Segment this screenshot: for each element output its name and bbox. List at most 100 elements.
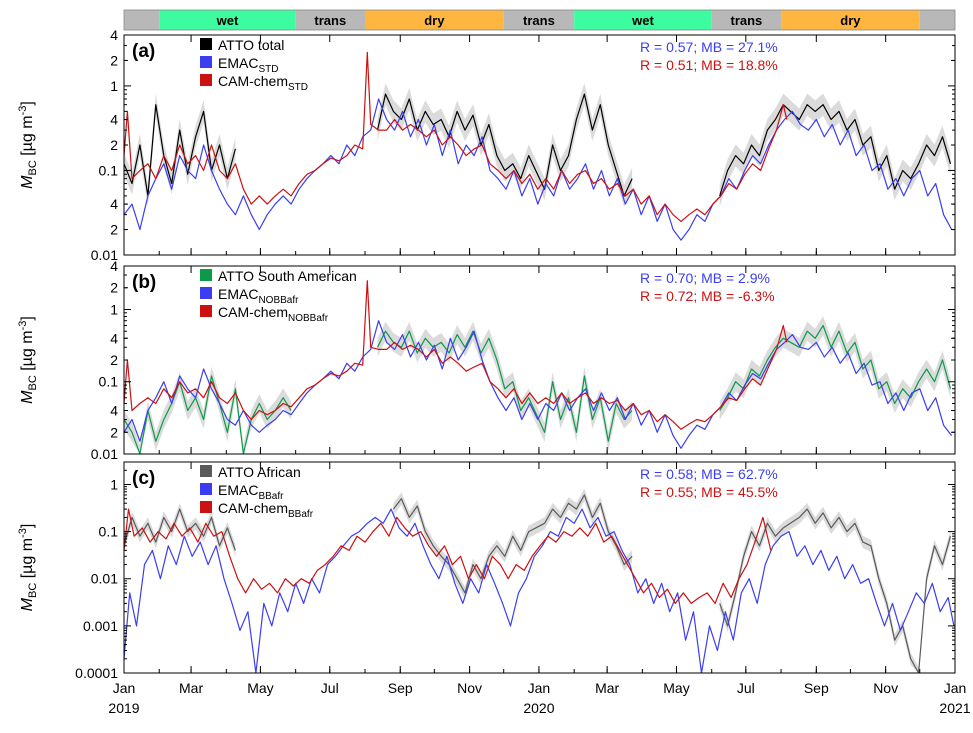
- panel-b: 0.01 2 4 0.1 2 4 1 2 4 MBC [µg m-3] (b) ATTO South …: [17, 258, 956, 462]
- uncertainty-band: [719, 503, 951, 673]
- series-line-obs: [392, 494, 633, 594]
- series-line-cam: [124, 280, 788, 430]
- legend-swatch-cam: [200, 74, 212, 86]
- legend-swatch-emac: [200, 287, 212, 299]
- y-tick-label: 2: [110, 280, 118, 296]
- plot-area: [124, 51, 953, 241]
- panel-frame: [123, 461, 956, 674]
- y-tick-label: 0.01: [91, 446, 118, 462]
- x-tick-label: Mar: [179, 680, 203, 696]
- season-bar: wet trans dry trans wet trans dry: [123, 9, 956, 31]
- x-year-label: 2021: [939, 700, 970, 716]
- y-tick-label: 4: [110, 196, 118, 212]
- uncertainty-band: [124, 366, 292, 454]
- series-line-cam: [124, 51, 788, 222]
- panel-label: (b): [132, 272, 156, 293]
- y-tick-label: 2: [110, 222, 118, 238]
- stat-text: R = 0.55; MB = 45.5%: [640, 484, 778, 500]
- x-tick-label: May: [663, 680, 689, 696]
- season-label: dry: [424, 13, 445, 28]
- panel-label: (a): [132, 41, 155, 62]
- uncertainty-band: [719, 316, 951, 420]
- stat-text: R = 0.51; MB = 18.8%: [640, 57, 778, 73]
- legend-label-emac: EMACSTD: [218, 55, 278, 75]
- x-tick-label: Jul: [321, 680, 339, 696]
- legend-label-obs: ATTO African: [218, 464, 301, 480]
- panel-a: 0.01 2 4 0.1 2 4 1 2 4 MBC [µg m-3] (a) ATTO total E…: [17, 27, 956, 263]
- legend-swatch-obs: [200, 269, 212, 281]
- season-segment: [159, 10, 296, 30]
- stat-text: R = 0.58; MB = 62.7%: [640, 466, 778, 482]
- legend-swatch-obs: [200, 38, 212, 50]
- uncertainty-band: [719, 93, 951, 207]
- panel-label: (c): [132, 468, 155, 489]
- x-tick-label: May: [247, 680, 273, 696]
- season-segment: [711, 10, 782, 30]
- y-tick-label: 2: [110, 424, 118, 440]
- x-tick-label: Nov: [873, 680, 898, 696]
- uncertainty-band: [124, 503, 236, 557]
- season-label: dry: [840, 13, 861, 28]
- season-segment: [781, 10, 920, 30]
- y-tick-label: 2: [110, 52, 118, 68]
- legend-label-cam: CAM-chemSTD: [218, 73, 308, 93]
- panel-c: 0.0001 0.001 0.01 0.1 1 MBC [µg m-3] (c) ATTO A…: [17, 461, 956, 681]
- series-line-emac: [124, 508, 955, 673]
- y-tick-label: 0.0001: [75, 665, 118, 681]
- y-tick-label: 0.1: [99, 162, 119, 178]
- y-tick-label: 4: [110, 330, 118, 346]
- y-tick-label: 4: [110, 112, 118, 128]
- x-year-label: 2019: [108, 700, 139, 716]
- series-line-obs: [124, 508, 236, 551]
- legend-label-obs: ATTO South American: [218, 268, 357, 284]
- uncertainty-band: [393, 488, 633, 600]
- y-tick-label: 2: [110, 352, 118, 368]
- y-tick-label: 0.001: [83, 618, 118, 634]
- stat-text: R = 0.57; MB = 27.1%: [640, 39, 778, 55]
- panels: 0.01 2 4 0.1 2 4 1 2 4 MBC [µg m-3] (a) ATTO total E…: [17, 27, 956, 681]
- series-line-obs: [719, 508, 952, 673]
- season-bar-frame: [123, 9, 956, 31]
- uncertainty-band: [377, 83, 633, 207]
- season-segment: [919, 10, 955, 30]
- series-line-emac: [124, 98, 953, 241]
- season-segment: [503, 10, 575, 30]
- season-label: trans: [523, 13, 555, 28]
- y-axis-label: MBC [µg m-3]: [17, 316, 39, 404]
- season-segment: [124, 10, 160, 30]
- x-tick-label: Sep: [388, 680, 413, 696]
- legend-swatch-obs: [200, 465, 212, 477]
- x-tick-label: Jul: [737, 680, 755, 696]
- y-tick-label: 1: [110, 301, 118, 317]
- stat-text: R = 0.70; MB = 2.9%: [640, 270, 770, 286]
- y-axis-label: MBC [µg m-3]: [17, 524, 39, 612]
- y-tick-label: 0.01: [91, 247, 118, 263]
- y-tick-label: 4: [110, 403, 118, 419]
- season-segment: [365, 10, 504, 30]
- legend-label-obs: ATTO total: [218, 37, 284, 53]
- x-year-label: 2020: [523, 700, 554, 716]
- stat-text: R = 0.72; MB = -6.3%: [640, 288, 775, 304]
- y-tick-label: 0.1: [99, 524, 119, 540]
- x-tick-label: Nov: [457, 680, 482, 696]
- y-tick-label: 0.1: [99, 374, 119, 390]
- legend-swatch-emac: [200, 483, 212, 495]
- y-tick-label: 0.01: [91, 571, 118, 587]
- y-tick-label: 2: [110, 137, 118, 153]
- x-tick-label: Sep: [804, 680, 829, 696]
- uncertainty-band: [377, 321, 633, 451]
- season-label: wet: [216, 13, 239, 28]
- season-segment: [295, 10, 366, 30]
- season-label: trans: [314, 13, 346, 28]
- x-axis: Jan 2019 Mar May Jul Sep Nov Jan 2020 Mar May Jul Se…: [108, 680, 970, 716]
- season-label: trans: [730, 13, 762, 28]
- plot-area: [124, 280, 953, 454]
- legend-label-emac: EMACBBafr: [218, 482, 284, 502]
- x-tick-label: Jan: [113, 680, 136, 696]
- legend-swatch-emac: [200, 56, 212, 68]
- x-tick-label: Jan: [528, 680, 551, 696]
- series-line-obs: [124, 104, 236, 197]
- y-tick-label: 4: [110, 27, 118, 43]
- legend-label-emac: EMACNOBBafr: [218, 286, 299, 306]
